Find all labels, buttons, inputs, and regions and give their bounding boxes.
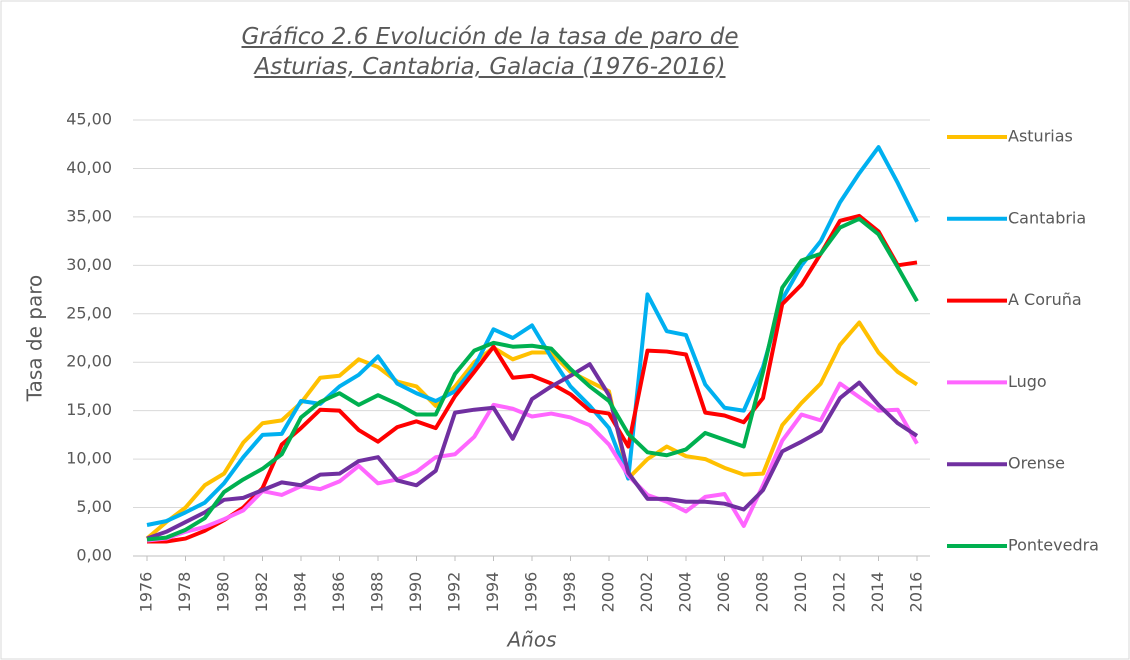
- x-tick-label: 2010: [791, 572, 810, 613]
- x-tick-label: 2012: [830, 572, 849, 613]
- x-tick-label: 1982: [252, 572, 271, 613]
- x-tick-label: 1994: [483, 572, 502, 613]
- x-tick-label: 2014: [868, 572, 887, 613]
- y-tick-label: 10,00: [66, 449, 112, 468]
- x-tick-label: 1984: [291, 572, 310, 613]
- legend-label: Cantabria: [1008, 208, 1086, 227]
- x-axis-title: Años: [505, 628, 556, 652]
- series-line: [146, 381, 919, 543]
- series-line: [146, 216, 919, 542]
- series-line: [146, 145, 919, 527]
- y-tick-label: 5,00: [76, 497, 112, 516]
- legend-label: A Coruña: [1008, 290, 1082, 309]
- y-tick-label: 35,00: [66, 206, 112, 225]
- y-tick-label: 30,00: [66, 255, 112, 274]
- legend-label: Pontevedra: [1008, 536, 1099, 555]
- y-tick-label: 20,00: [66, 352, 112, 371]
- legend-label: Asturias: [1008, 127, 1073, 146]
- x-tick-label: 2016: [907, 572, 926, 613]
- x-tick-label: 2008: [753, 572, 772, 613]
- y-axis-title: Tasa de paro: [23, 275, 47, 403]
- x-tick-label: 1996: [522, 572, 541, 613]
- x-tick-label: 2004: [676, 572, 695, 613]
- x-tick-label: 2000: [599, 572, 618, 613]
- x-tick-label: 1992: [445, 572, 464, 613]
- x-tick-label: 1988: [368, 572, 387, 613]
- chart-title: Gráfico 2.6 Evolución de la tasa de paro…: [241, 24, 739, 80]
- y-tick-label: 40,00: [66, 158, 112, 177]
- y-tick-label: 0,00: [76, 546, 112, 565]
- legend-label: Lugo: [1008, 372, 1047, 391]
- legend-label: Orense: [1008, 454, 1065, 473]
- y-tick-label: 45,00: [66, 110, 112, 129]
- x-tick-label: 1986: [329, 572, 348, 613]
- x-tick-label: 1990: [406, 572, 425, 613]
- y-tick-label: 15,00: [66, 400, 112, 419]
- series-line: [145, 320, 919, 541]
- x-tick-label: 1978: [175, 572, 194, 613]
- x-tick-label: 1976: [137, 572, 156, 613]
- series-line: [146, 362, 919, 541]
- y-tick-label: 25,00: [66, 303, 112, 322]
- x-tick-label: 1980: [214, 572, 233, 613]
- x-tick-label: 2006: [714, 572, 733, 613]
- x-tick-label: 1998: [560, 572, 579, 613]
- x-tick-label: 2002: [637, 572, 656, 613]
